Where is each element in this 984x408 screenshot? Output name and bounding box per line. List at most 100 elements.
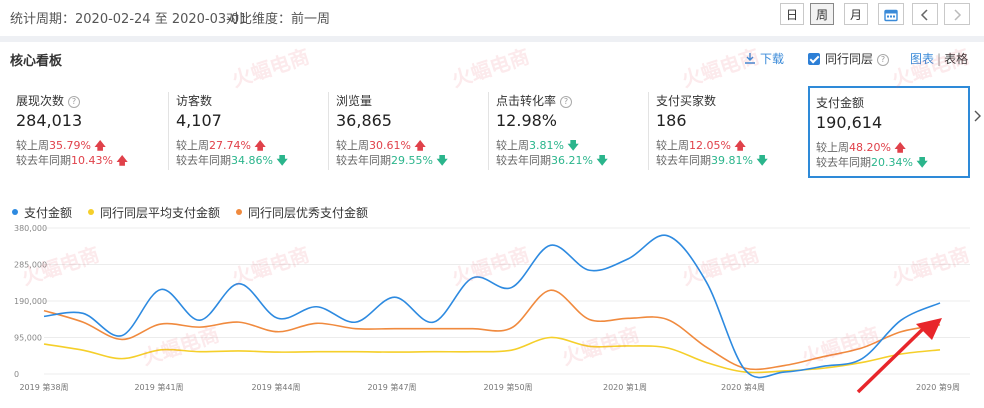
arrow-up-icon: 🡅 (894, 141, 906, 154)
calendar-button[interactable] (878, 3, 904, 25)
week-button[interactable]: 周 (810, 3, 834, 25)
compare-label: 对比维度： (226, 12, 292, 27)
metric-week-compare: 较上周30.61% 🡅 (336, 139, 426, 152)
metric-year-compare: 较去年同期10.43% 🡅 (16, 154, 128, 167)
metric-card[interactable]: 支付买家数 186 较上周12.05% 🡅 较去年同期39.81% 🡇 (650, 86, 800, 178)
month-button[interactable]: 月 (844, 3, 868, 25)
top-bar: 统计周期：2020-02-24 至 2020-03-01 对比维度：前一周 日 … (0, 0, 984, 34)
metric-value: 36,865 (336, 111, 392, 130)
metric-value: 12.98% (496, 111, 558, 130)
y-tick-label: 190,000 (14, 297, 47, 306)
x-tick-label: 2019 第47周 (367, 382, 416, 392)
metric-card[interactable]: 访客数 4,107 较上周27.74% 🡅 较去年同期34.86% 🡇 (170, 86, 320, 178)
series-line-1[interactable] (43, 336, 941, 374)
metric-value: 284,013 (16, 111, 83, 130)
metric-label: 点击转化率? (496, 92, 573, 109)
metric-card[interactable]: 点击转化率? 12.98% 较上周3.81% 🡇 较去年同期36.21% 🡇 (490, 86, 640, 178)
metric-value: 190,614 (816, 113, 883, 132)
metric-week-compare: 较上周12.05% 🡅 (656, 139, 746, 152)
annotation-arrow-shaft (856, 324, 928, 394)
watermark-logo: 火蝠电商 (448, 44, 533, 92)
section-separator (0, 36, 984, 42)
x-tick-label: 2019 第38周 (19, 382, 68, 392)
chevron-left-icon (920, 9, 928, 21)
metric-year-compare: 较去年同期34.86% 🡇 (176, 154, 288, 167)
series-line-0[interactable] (43, 234, 941, 379)
metric-label: 支付买家数 (656, 94, 717, 108)
arrow-up-icon: 🡅 (254, 139, 266, 152)
y-tick-label: 285,000 (14, 261, 47, 270)
arrow-up-icon: 🡅 (414, 139, 426, 152)
arrow-down-icon: 🡇 (756, 154, 768, 167)
metric-divider (168, 92, 169, 170)
x-tick-label: 2019 第44周 (251, 382, 300, 392)
x-tick-label: 2020 第9周 (916, 382, 960, 392)
peer-checkbox[interactable] (808, 53, 820, 65)
peer-toggle[interactable]: 同行同层? (808, 50, 890, 67)
metric-value: 4,107 (176, 111, 222, 130)
x-tick-label: 2019 第50周 (483, 382, 532, 392)
metric-label: 支付金额 (816, 96, 865, 110)
download-button[interactable]: 下载 (744, 50, 784, 67)
metric-card[interactable]: 支付金额 190,614 较上周48.20% 🡅 较去年同期20.34% 🡇 (808, 86, 970, 178)
metric-value: 186 (656, 111, 687, 130)
view-separator: | (937, 52, 942, 66)
metrics-next-icon[interactable] (973, 110, 981, 125)
legend-item[interactable]: 支付金额 (12, 206, 72, 220)
y-tick-label: 380,000 (14, 224, 47, 233)
metric-divider (648, 92, 649, 170)
metric-year-compare: 较去年同期36.21% 🡇 (496, 154, 608, 167)
panel-title: 核心看板 (10, 54, 63, 69)
view-switch: 图表 | 表格 (910, 50, 968, 67)
metric-week-compare: 较上周35.79% 🡅 (16, 139, 106, 152)
metric-card[interactable]: 展现次数? 284,013 较上周35.79% 🡅 较去年同期10.43% 🡅 (10, 86, 160, 178)
compare-info: 对比维度：前一周 (226, 8, 330, 27)
arrow-up-icon: 🡅 (94, 139, 106, 152)
legend-item[interactable]: 同行同层优秀支付金额 (236, 206, 368, 220)
y-tick-label: 0 (14, 370, 19, 379)
next-button[interactable] (944, 3, 970, 25)
view-table-link[interactable]: 表格 (944, 52, 969, 66)
metric-year-compare: 较去年同期39.81% 🡇 (656, 154, 768, 167)
peer-label: 同行同层 (825, 52, 874, 66)
metric-divider (488, 92, 489, 170)
download-label: 下载 (760, 52, 785, 66)
compare-value[interactable]: 前一周 (291, 12, 331, 27)
metric-label: 展现次数? (16, 92, 81, 109)
metric-label: 浏览量 (336, 94, 373, 108)
x-tick-label: 2020 第1周 (603, 382, 647, 392)
calendar-icon (884, 9, 898, 22)
x-tick-label: 2020 第4周 (721, 382, 765, 392)
prev-button[interactable] (912, 3, 938, 25)
view-chart-link[interactable]: 图表 (910, 52, 935, 66)
arrow-up-icon: 🡅 (734, 139, 746, 152)
help-icon[interactable]: ? (560, 96, 573, 108)
help-icon[interactable]: ? (877, 54, 890, 66)
arrow-down-icon: 🡇 (916, 156, 928, 169)
metric-divider (328, 92, 329, 170)
arrow-down-icon: 🡇 (567, 139, 579, 152)
day-button[interactable]: 日 (780, 3, 804, 25)
metric-year-compare: 较去年同期20.34% 🡇 (816, 156, 928, 169)
period-info: 统计周期：2020-02-24 至 2020-03-01 (10, 8, 247, 27)
metric-card[interactable]: 浏览量 36,865 较上周30.61% 🡅 较去年同期29.55% 🡇 (330, 86, 480, 178)
download-icon (745, 53, 755, 64)
period-value[interactable]: 2020-02-24 至 2020-03-01 (75, 12, 248, 27)
chevron-right-icon (954, 9, 962, 21)
arrow-up-icon: 🡅 (116, 154, 128, 167)
arrow-down-icon: 🡇 (596, 154, 608, 167)
metric-week-compare: 较上周48.20% 🡅 (816, 141, 906, 154)
period-label: 统计周期： (10, 12, 76, 27)
help-icon[interactable]: ? (68, 96, 81, 108)
chart-legend: 支付金额 同行同层平均支付金额 同行同层优秀支付金额 (12, 204, 384, 221)
metric-week-compare: 较上周3.81% 🡇 (496, 139, 579, 152)
y-tick-label: 95,000 (14, 334, 42, 343)
arrow-down-icon: 🡇 (276, 154, 288, 167)
metric-year-compare: 较去年同期29.55% 🡇 (336, 154, 448, 167)
annotation-arrow-head (916, 318, 942, 340)
arrow-down-icon: 🡇 (436, 154, 448, 167)
series-line-2[interactable] (43, 289, 941, 371)
x-tick-label: 2019 第41周 (134, 382, 183, 392)
legend-item[interactable]: 同行同层平均支付金额 (88, 206, 220, 220)
